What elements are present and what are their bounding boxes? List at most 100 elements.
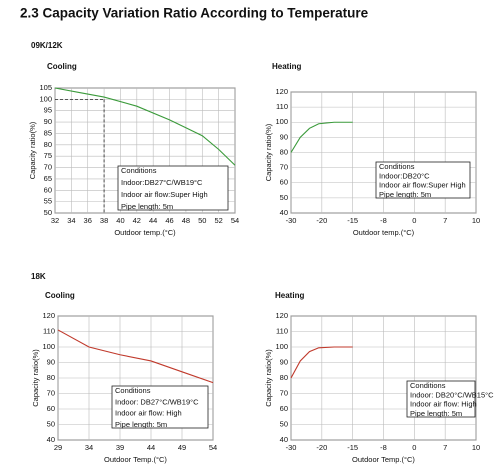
y-tick-label: 105	[39, 83, 52, 92]
annotation-text: Conditions	[121, 166, 157, 175]
y-tick-label: 40	[280, 208, 288, 217]
y-tick-label: 60	[280, 404, 288, 413]
y-tick-label: 90	[280, 132, 288, 141]
y-tick-label: 120	[275, 311, 288, 320]
chart-title: Cooling	[45, 291, 75, 300]
x-axis-label: Outdoor Temp.(°C)	[104, 455, 167, 464]
annotation-text: Indoor air flow:Super High	[121, 190, 208, 199]
x-tick-label: 32	[51, 216, 59, 225]
y-tick-label: 110	[276, 102, 288, 111]
y-tick-label: 80	[44, 140, 52, 149]
annotation-text: Indoor: DB27°C/WB19°C	[115, 397, 199, 406]
x-tick-label: 52	[214, 216, 222, 225]
data-line	[290, 346, 353, 379]
y-axis-label: Capacity ratio(%)	[264, 123, 273, 181]
y-tick-label: 100	[275, 342, 288, 351]
x-tick-label: -8	[380, 216, 387, 225]
y-tick-label: 80	[280, 147, 288, 156]
y-tick-label: 60	[47, 404, 55, 413]
annotation-text: Indoor: DB20°C/WB15°C	[410, 390, 494, 399]
x-tick-label: 49	[178, 443, 186, 452]
annotation-text: Indoor:DB20°C	[379, 171, 430, 180]
annotation-text: Indoor air flow: High	[410, 400, 477, 409]
group-label: 18K	[31, 272, 46, 281]
y-tick-label: 75	[44, 151, 52, 160]
chart-title: Cooling	[47, 62, 77, 71]
x-tick-label: -20	[316, 216, 327, 225]
x-tick-label: 10	[472, 443, 480, 452]
annotation-text: Conditions	[379, 162, 415, 171]
y-tick-label: 60	[280, 178, 288, 187]
annotation-text: Pipe length: 5m	[121, 202, 173, 211]
x-tick-label: 7	[443, 443, 447, 452]
y-tick-label: 85	[44, 128, 52, 137]
annotation-box	[375, 161, 471, 199]
x-tick-label: 40	[116, 216, 124, 225]
y-tick-label: 110	[43, 326, 55, 335]
x-axis-label: Outdoor Temp.(°C)	[352, 455, 415, 464]
annotation-box	[117, 165, 229, 211]
x-tick-label: 48	[182, 216, 190, 225]
x-tick-label: -30	[286, 443, 297, 452]
chart-title: Heating	[275, 291, 304, 300]
x-tick-label: -8	[380, 443, 387, 452]
x-tick-label: -20	[316, 443, 327, 452]
x-tick-label: 34	[85, 443, 93, 452]
y-tick-label: 50	[47, 419, 55, 428]
annotation-text: Indoor air flow:Super High	[379, 181, 466, 190]
x-tick-label: 36	[84, 216, 92, 225]
data-line	[290, 121, 353, 153]
page-title: 2.3 Capacity Variation Ratio According t…	[20, 6, 369, 21]
y-tick-label: 100	[39, 94, 52, 103]
x-tick-label: -30	[286, 216, 297, 225]
chart-title: Heating	[272, 62, 301, 71]
y-axis-label: Capacity ratio(%)	[28, 121, 37, 179]
y-tick-label: 80	[280, 373, 288, 382]
x-tick-label: 0	[412, 443, 416, 452]
y-tick-label: 70	[280, 163, 288, 172]
x-tick-label: -15	[347, 443, 358, 452]
x-tick-label: -15	[347, 216, 358, 225]
y-tick-label: 100	[42, 342, 55, 351]
x-tick-label: 54	[209, 443, 217, 452]
x-tick-label: 44	[147, 443, 155, 452]
annotation-text: Pipe length: 5m	[115, 420, 167, 429]
y-tick-label: 100	[275, 117, 288, 126]
y-tick-label: 80	[47, 373, 55, 382]
annotation-box	[111, 385, 209, 429]
y-tick-label: 110	[276, 326, 288, 335]
y-axis-label: Capacity ratio(%)	[31, 349, 40, 407]
y-tick-label: 90	[47, 357, 55, 366]
y-tick-label: 120	[42, 311, 55, 320]
y-tick-label: 55	[44, 197, 52, 206]
y-tick-label: 50	[44, 208, 52, 217]
y-tick-label: 50	[280, 193, 288, 202]
x-tick-label: 34	[67, 216, 75, 225]
y-tick-label: 50	[280, 419, 288, 428]
x-tick-label: 39	[116, 443, 124, 452]
data-line	[54, 87, 236, 166]
x-tick-label: 54	[231, 216, 239, 225]
y-axis-label: Capacity ratio(%)	[264, 349, 273, 407]
annotation-text: Pipe length: 5m	[410, 409, 462, 418]
x-tick-label: 46	[165, 216, 173, 225]
x-tick-label: 0	[412, 216, 416, 225]
annotation-text: Indoor air flow: High	[115, 409, 182, 418]
group-label: 09K/12K	[31, 41, 63, 50]
y-tick-label: 65	[44, 174, 52, 183]
data-line	[57, 329, 214, 384]
x-axis-label: Outdoor temp.(°C)	[353, 228, 415, 237]
y-tick-label: 90	[280, 357, 288, 366]
annotation-text: Pipe length: 5m	[379, 190, 431, 199]
y-tick-label: 40	[47, 435, 55, 444]
y-tick-label: 90	[44, 117, 52, 126]
x-tick-label: 7	[443, 216, 447, 225]
annotation-box	[406, 380, 476, 418]
y-tick-label: 60	[44, 185, 52, 194]
x-tick-label: 42	[133, 216, 141, 225]
x-tick-label: 50	[198, 216, 206, 225]
y-tick-label: 70	[44, 163, 52, 172]
y-tick-label: 70	[280, 388, 288, 397]
